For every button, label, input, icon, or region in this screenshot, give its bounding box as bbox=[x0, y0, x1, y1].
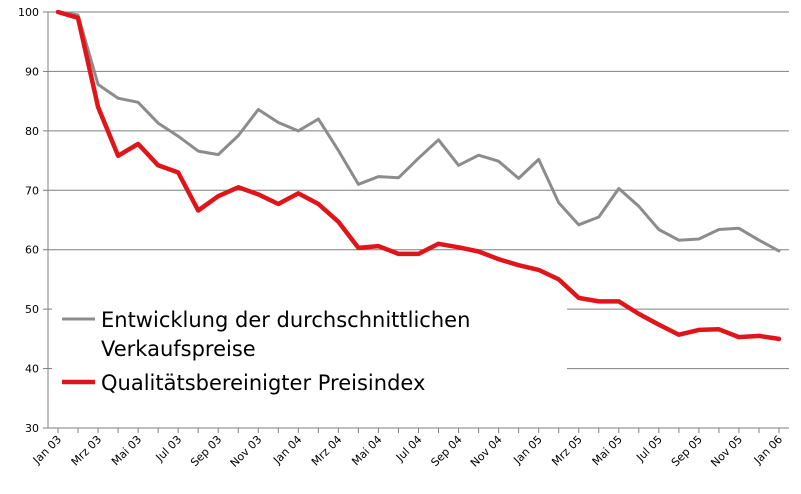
y-tick-label-90: 90 bbox=[25, 65, 39, 78]
x-tick-label-1: Mrz 03 bbox=[69, 433, 105, 469]
x-tick-label-6: Jan 04 bbox=[270, 433, 304, 467]
y-tick-label-50: 50 bbox=[25, 303, 39, 316]
x-tick-label-7: Mrz 04 bbox=[309, 433, 345, 469]
y-axis-ticks: 30 40 50 60 70 80 90 100 bbox=[18, 6, 48, 435]
y-tick-label-70: 70 bbox=[25, 184, 39, 197]
x-tick-label-5: Nov 03 bbox=[228, 433, 265, 470]
x-tick-label-2: Mai 03 bbox=[109, 433, 144, 468]
x-axis-ticks: Jan 03 Mrz 03 Mai 03 Jul 03 Sep 03 Nov 03 Jan … bbox=[30, 428, 785, 470]
x-tick-label-15: Jul 05 bbox=[633, 433, 665, 465]
x-tick-label-8: Mai 04 bbox=[349, 433, 384, 468]
x-tick-label-3: Jul 03 bbox=[153, 433, 185, 465]
x-tick-label-14: Mai 05 bbox=[590, 433, 625, 468]
series-line-preisindex bbox=[55, 9, 782, 342]
x-tick-label-16: Sep 05 bbox=[669, 433, 705, 469]
series-lines bbox=[55, 9, 782, 342]
y-tick-label-30: 30 bbox=[25, 422, 39, 435]
x-tick-label-9: Jul 04 bbox=[393, 433, 425, 465]
x-tick-label-13: Mrz 05 bbox=[549, 433, 585, 469]
x-tick-label-10: Sep 04 bbox=[428, 433, 464, 469]
y-tick-label-60: 60 bbox=[25, 244, 39, 257]
x-tick-label-18: Jan 06 bbox=[751, 433, 785, 467]
x-tick-label-4: Sep 03 bbox=[188, 433, 224, 469]
x-tick-label-11: Nov 04 bbox=[468, 433, 505, 470]
legend-label-verkaufspreise: Entwicklung der durchschnittlichen Verkau… bbox=[101, 308, 470, 361]
y-tick-label-100: 100 bbox=[18, 6, 39, 19]
y-tick-label-80: 80 bbox=[25, 125, 39, 138]
x-tick-label-12: Jan 05 bbox=[511, 433, 545, 467]
x-tick-label-0: Jan 03 bbox=[30, 433, 64, 467]
legend-background bbox=[52, 300, 567, 400]
y-tick-label-40: 40 bbox=[25, 363, 39, 376]
legend-label-preisindex: Qualitätsbereinigter Preisindex bbox=[101, 371, 425, 395]
legend: Entwicklung der durchschnittlichen Verkau… bbox=[52, 300, 567, 400]
series-line-verkaufspreise bbox=[56, 10, 781, 253]
x-tick-label-17: Nov 05 bbox=[708, 433, 745, 470]
